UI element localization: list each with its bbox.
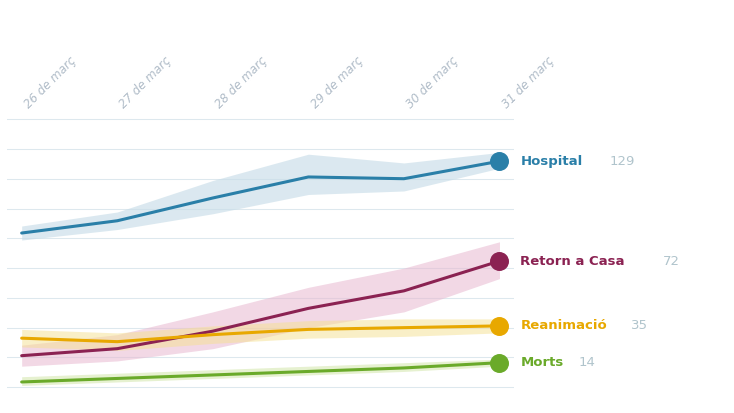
Text: 35: 35 <box>631 319 648 332</box>
Point <box>493 158 505 164</box>
Point <box>493 323 505 329</box>
Text: 129: 129 <box>610 155 635 168</box>
Text: Hospital: Hospital <box>520 155 583 168</box>
Text: 72: 72 <box>663 254 680 268</box>
Text: Morts: Morts <box>520 356 564 369</box>
Text: Reanimació: Reanimació <box>520 319 607 332</box>
Text: 14: 14 <box>578 356 595 369</box>
Point <box>493 359 505 366</box>
Point <box>493 258 505 264</box>
Text: Retorn a Casa: Retorn a Casa <box>520 254 625 268</box>
